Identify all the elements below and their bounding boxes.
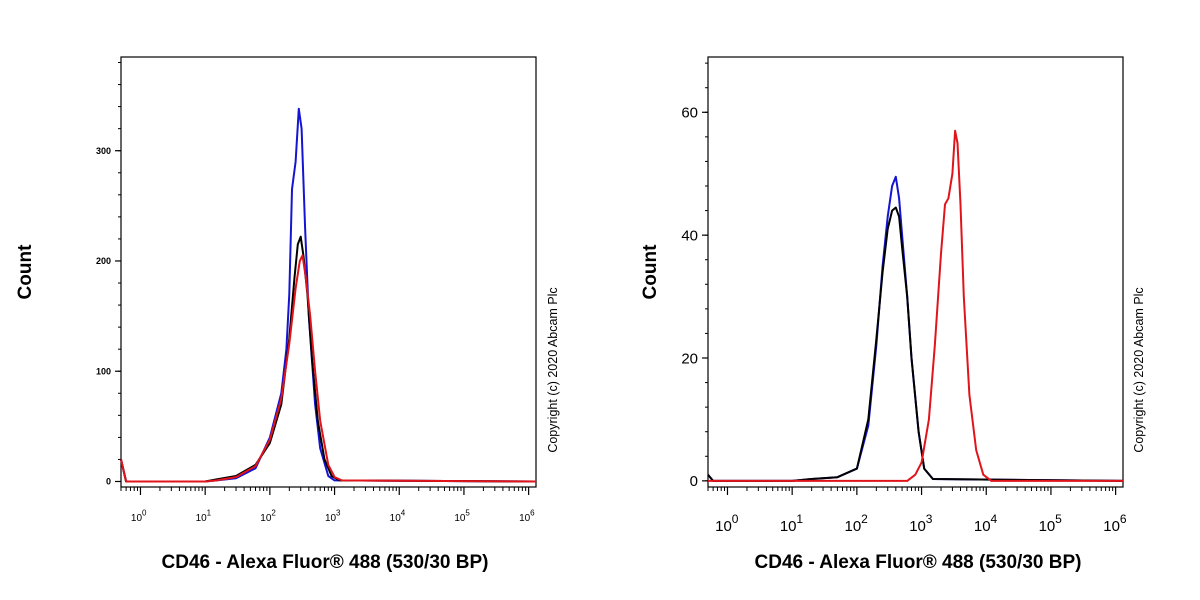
x-tick-label-exp-left-6: 6 xyxy=(530,509,535,518)
x-tick-label-exp-right-4: 4 xyxy=(990,512,997,526)
y-tick-label-right-2: 40 xyxy=(681,227,698,244)
y-tick-label-right-0: 0 xyxy=(690,473,698,490)
x-tick-label-exp-left-1: 1 xyxy=(207,509,212,518)
x-tick-label-exp-left-3: 3 xyxy=(336,509,341,518)
series-left xyxy=(120,107,537,483)
x-axis-label-left: CD46 - Alexa Fluor® 488 (530/30 BP) xyxy=(162,552,489,573)
y-ticks-right: 0 20 40 60 xyxy=(681,62,708,490)
x-tick-label-left-3: 10 xyxy=(325,513,337,524)
series-line-right-1 xyxy=(707,206,1124,482)
y-tick-label-right-1: 20 xyxy=(681,350,698,367)
x-tick-label-left-5: 10 xyxy=(454,513,466,524)
x-tick-label-exp-right-0: 0 xyxy=(732,512,739,526)
x-tick-label-right-1: 10 xyxy=(780,518,797,535)
x-tick-label-right-4: 10 xyxy=(974,518,991,535)
series-line-right-0 xyxy=(707,175,1124,482)
y-axis-label-left: Count xyxy=(15,244,36,300)
series-line-right-2 xyxy=(708,129,1123,482)
x-tick-label-right-3: 10 xyxy=(909,518,926,535)
x-tick-label-exp-left-2: 2 xyxy=(271,509,276,518)
y-axis-label-right: Count xyxy=(640,244,661,300)
x-tick-label-exp-right-2: 2 xyxy=(861,512,868,526)
x-tick-label-right-5: 10 xyxy=(1039,518,1056,535)
x-tick-label-right-0: 10 xyxy=(715,518,732,535)
y-tick-label-left-2: 200 xyxy=(96,256,111,266)
x-tick-label-left-6: 10 xyxy=(519,513,531,524)
x-tick-label-left-0: 10 xyxy=(131,513,143,524)
x-tick-label-exp-left-4: 4 xyxy=(401,509,406,518)
y-tick-label-left-1: 100 xyxy=(96,366,111,376)
x-tick-label-exp-left-5: 5 xyxy=(465,509,470,518)
y-ticks-left: 0 100 200 300 xyxy=(96,62,121,487)
x-tick-label-exp-right-3: 3 xyxy=(926,512,933,526)
y-tick-label-right-3: 60 xyxy=(681,105,698,122)
x-ticks-left: 10 0 10 1 10 2 10 3 10 4 10 5 10 6 xyxy=(120,487,535,524)
series-right xyxy=(707,129,1124,482)
series-line-left-0 xyxy=(120,107,537,483)
copyright-right: Copyright (c) 2020 Abcam Plc xyxy=(1132,287,1146,452)
series-line-left-2 xyxy=(120,254,537,483)
x-tick-label-left-2: 10 xyxy=(260,513,272,524)
x-tick-label-right-2: 10 xyxy=(845,518,862,535)
x-tick-label-right-6: 10 xyxy=(1103,518,1120,535)
x-tick-label-exp-right-6: 6 xyxy=(1120,512,1127,526)
x-ticks-right: 10 0 10 1 10 2 10 3 10 4 10 5 10 6 xyxy=(707,487,1127,535)
x-tick-label-exp-right-5: 5 xyxy=(1055,512,1062,526)
x-tick-label-exp-right-1: 1 xyxy=(796,512,803,526)
x-tick-label-left-1: 10 xyxy=(196,513,208,524)
x-tick-label-exp-left-0: 0 xyxy=(142,509,147,518)
copyright-left: Copyright (c) 2020 Abcam Plc xyxy=(546,287,560,452)
y-tick-label-left-0: 0 xyxy=(106,477,111,487)
plot-frame-right xyxy=(707,56,1124,488)
series-line-left-1 xyxy=(120,235,537,483)
y-tick-label-left-3: 300 xyxy=(96,146,111,156)
x-tick-label-left-4: 10 xyxy=(390,513,402,524)
plot-frame-left xyxy=(120,56,537,488)
x-axis-label-right: CD46 - Alexa Fluor® 488 (530/30 BP) xyxy=(755,552,1082,573)
